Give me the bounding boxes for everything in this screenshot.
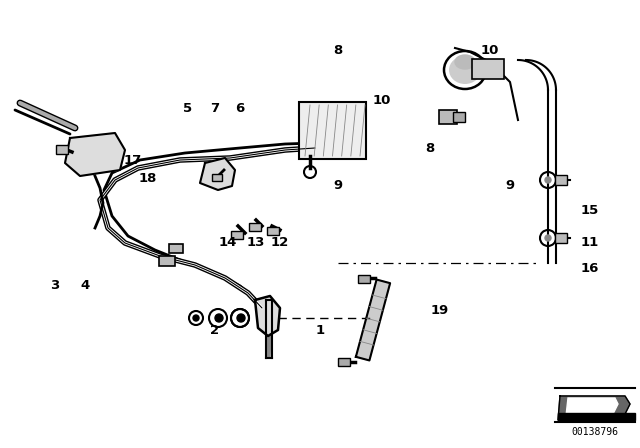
Polygon shape [255,296,280,336]
Circle shape [215,314,223,322]
FancyBboxPatch shape [338,358,349,366]
Text: 8: 8 [333,43,342,56]
Text: 7: 7 [211,102,220,115]
Polygon shape [356,280,390,361]
FancyBboxPatch shape [159,256,175,266]
FancyBboxPatch shape [555,175,567,185]
Text: 15: 15 [581,203,599,216]
Text: 16: 16 [581,262,599,275]
Text: 8: 8 [426,142,435,155]
FancyBboxPatch shape [299,102,366,159]
Text: 18: 18 [139,172,157,185]
FancyBboxPatch shape [231,231,243,239]
Polygon shape [558,413,635,420]
FancyBboxPatch shape [472,59,504,79]
Circle shape [193,315,199,321]
FancyBboxPatch shape [267,227,279,235]
Text: 17: 17 [124,154,142,167]
Text: 10: 10 [373,94,391,107]
Polygon shape [65,133,125,176]
Text: 13: 13 [247,236,265,249]
Circle shape [545,177,551,183]
FancyBboxPatch shape [169,244,183,253]
Ellipse shape [455,55,475,69]
FancyBboxPatch shape [358,276,371,284]
FancyBboxPatch shape [212,174,222,181]
Text: 9: 9 [333,178,342,191]
Polygon shape [266,300,272,358]
Polygon shape [558,396,630,420]
Text: 2: 2 [211,323,220,336]
Ellipse shape [449,56,481,84]
Text: 4: 4 [81,279,90,292]
Text: 19: 19 [431,303,449,316]
Text: 11: 11 [581,236,599,249]
FancyBboxPatch shape [249,223,261,231]
Text: 9: 9 [506,178,515,191]
Text: 12: 12 [271,236,289,249]
FancyBboxPatch shape [439,110,457,124]
Text: 5: 5 [184,102,193,115]
Text: 6: 6 [236,102,244,115]
FancyBboxPatch shape [555,233,567,243]
Circle shape [545,235,551,241]
Text: 1: 1 [316,323,324,336]
Polygon shape [200,158,235,190]
Text: 14: 14 [219,236,237,249]
Polygon shape [566,398,618,416]
Text: 3: 3 [51,279,60,292]
FancyBboxPatch shape [56,145,68,154]
Circle shape [237,314,245,322]
FancyBboxPatch shape [453,112,465,122]
Text: 10: 10 [481,43,499,56]
Text: 00138796: 00138796 [572,427,618,437]
